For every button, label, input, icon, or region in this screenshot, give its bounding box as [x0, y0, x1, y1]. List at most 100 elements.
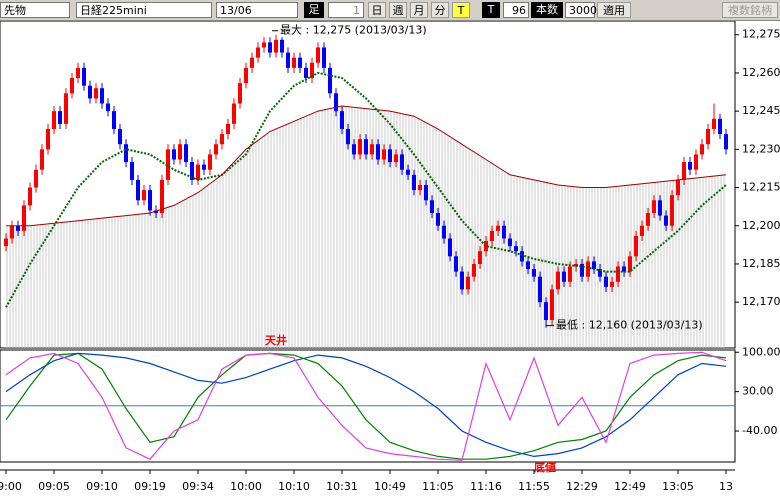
y-tick-label: 12,200 [742, 219, 780, 232]
y-tick-label: -40.00 [742, 424, 777, 437]
candle-body [16, 225, 20, 231]
candle-body [46, 128, 50, 150]
y-tick-label: 12,230 [742, 142, 780, 155]
candle-body [394, 154, 398, 163]
instrument-select[interactable]: 日経225mini [76, 2, 212, 18]
candle-body [454, 256, 458, 272]
x-tick-label: 13 [719, 480, 733, 493]
candle-body [418, 185, 422, 191]
minute-button[interactable]: 分 [431, 2, 449, 18]
x-tick-label: 09:05 [38, 480, 70, 493]
candle-body [166, 149, 170, 180]
max-annotation: 最大 : 12,275 (2013/03/13) [280, 23, 427, 37]
candle-body [514, 246, 518, 252]
candle-body [262, 42, 266, 48]
candle-body [460, 271, 464, 290]
candle-body [622, 266, 626, 272]
candle-body [274, 39, 278, 53]
x-tick-label: 10:10 [278, 480, 310, 493]
candle-body [586, 261, 590, 277]
candle-body [712, 118, 716, 129]
candle-body [142, 190, 146, 201]
y-tick-label: 12,215 [742, 181, 780, 194]
candle-body [190, 162, 194, 180]
candle-body [322, 47, 326, 68]
candle-body [130, 162, 134, 180]
apply-button[interactable]: 適用 [597, 2, 631, 18]
candle-body [250, 57, 254, 68]
toolbar: 先物 日経225mini 13/06 足 1 日 週 月 分 T T 96 本数… [0, 0, 780, 21]
candle-body [706, 128, 710, 145]
multi-button[interactable]: 複数銘柄 [722, 2, 778, 18]
tick-label: T [482, 2, 500, 18]
candle-body [238, 83, 242, 104]
y-tick-label: 12,170 [742, 295, 780, 308]
candle-body [22, 205, 26, 231]
candle-body [376, 144, 380, 160]
candle-body [466, 276, 470, 290]
candle-body [334, 93, 338, 112]
candle-body [160, 179, 164, 214]
candle-body [364, 139, 368, 155]
candle-body [154, 210, 158, 214]
candle-body [484, 241, 488, 252]
tick-count[interactable]: 96 [503, 2, 529, 18]
candle-body [34, 169, 38, 188]
candle-body [244, 67, 248, 84]
candle-body [646, 213, 650, 226]
x-tick-label: 11:16 [470, 480, 502, 493]
candle-body [592, 261, 596, 270]
candle-body [310, 62, 314, 79]
candle-body [652, 200, 656, 214]
candle-body [58, 111, 62, 124]
oscillator-line [5, 351, 727, 461]
candle-body [544, 302, 548, 320]
candle-body [292, 57, 296, 68]
candle-body [136, 179, 140, 201]
candle-body [214, 144, 218, 155]
contract-select[interactable]: 13/06 [216, 2, 298, 18]
x-tick-label: 13:05 [662, 480, 694, 493]
candle-body [124, 144, 128, 163]
day-button[interactable]: 日 [368, 2, 386, 18]
candle-body [532, 269, 536, 277]
candle-body [502, 225, 506, 239]
candle-body [694, 154, 698, 170]
y-tick-label: 30.00 [742, 385, 774, 398]
candle-body [526, 261, 530, 270]
x-tick-label: 10:49 [374, 480, 406, 493]
bars-count[interactable]: 3000 [565, 2, 597, 18]
type-select[interactable]: 先物 [0, 2, 70, 18]
candle-body [382, 149, 386, 160]
candle-body [520, 251, 524, 262]
candle-body [724, 134, 728, 150]
candle-body [436, 213, 440, 226]
candle-body [556, 271, 560, 290]
candle-body [70, 78, 74, 94]
x-tick-label: 09:19 [134, 480, 166, 493]
y-tick-label: 100.00 [742, 345, 780, 358]
week-button[interactable]: 週 [389, 2, 407, 18]
x-tick-label: 11:05 [422, 480, 454, 493]
candle-body [298, 57, 302, 68]
candle-body [10, 225, 14, 239]
tick-button[interactable]: T [452, 2, 470, 18]
candle-body [100, 88, 104, 104]
candle-body [448, 238, 452, 257]
y-tick-label: 12,185 [742, 257, 780, 270]
candle-body [658, 200, 662, 216]
candle-body [256, 47, 260, 58]
bar-label: 足 [304, 2, 324, 18]
month-button[interactable]: 月 [410, 2, 428, 18]
candle-body [202, 164, 206, 170]
candle-body [328, 67, 332, 94]
candle-body [340, 111, 344, 129]
candle-body [442, 225, 446, 239]
moving-average [5, 71, 727, 308]
candle-body [280, 39, 284, 53]
candle-body [346, 128, 350, 145]
bar-count[interactable]: 1 [328, 2, 364, 18]
candle-body [610, 281, 614, 287]
candle-body [598, 269, 602, 277]
